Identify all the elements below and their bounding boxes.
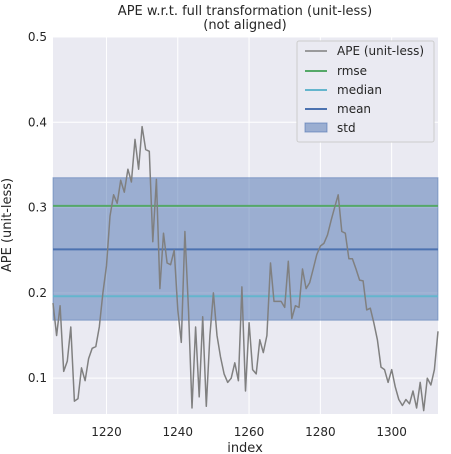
legend-label-rmse: rmse bbox=[337, 64, 367, 78]
legend-box bbox=[296, 40, 435, 143]
y-tick-label: 0.4 bbox=[28, 115, 47, 129]
y-tick-label: 0.5 bbox=[28, 30, 47, 44]
legend-label-median: median bbox=[337, 83, 382, 97]
y-tick-labels: 0.1 0.2 0.3 0.4 0.5 bbox=[28, 30, 47, 385]
y-axis-label: APE (unit-less) bbox=[0, 178, 15, 272]
y-tick-label: 0.1 bbox=[28, 371, 47, 385]
legend-label-ape: APE (unit-less) bbox=[337, 44, 424, 58]
x-tick-label: 1280 bbox=[305, 425, 336, 439]
legend: APE (unit-less) rmse median mean std bbox=[296, 40, 435, 143]
y-tick-label: 0.3 bbox=[28, 201, 47, 215]
x-tick-labels: 1220 1240 1260 1280 1300 bbox=[91, 425, 407, 439]
x-tick-label: 1220 bbox=[91, 425, 122, 439]
ape-line-layer bbox=[52, 125, 439, 412]
x-axis-label: index bbox=[227, 441, 263, 454]
chart-title-line2: (not aligned) bbox=[203, 18, 287, 33]
x-tick-label: 1240 bbox=[162, 425, 193, 439]
chart-title-line1: APE w.r.t. full transformation (unit-les… bbox=[118, 4, 372, 19]
legend-swatch-std bbox=[304, 122, 328, 133]
y-tick-label: 0.2 bbox=[28, 286, 47, 300]
legend-label-mean: mean bbox=[337, 102, 371, 116]
x-tick-label: 1300 bbox=[376, 425, 407, 439]
legend-label-std: std bbox=[337, 121, 356, 135]
x-tick-label: 1260 bbox=[234, 425, 265, 439]
ape-line bbox=[52, 125, 439, 412]
stat-lines-layer bbox=[53, 204, 438, 298]
